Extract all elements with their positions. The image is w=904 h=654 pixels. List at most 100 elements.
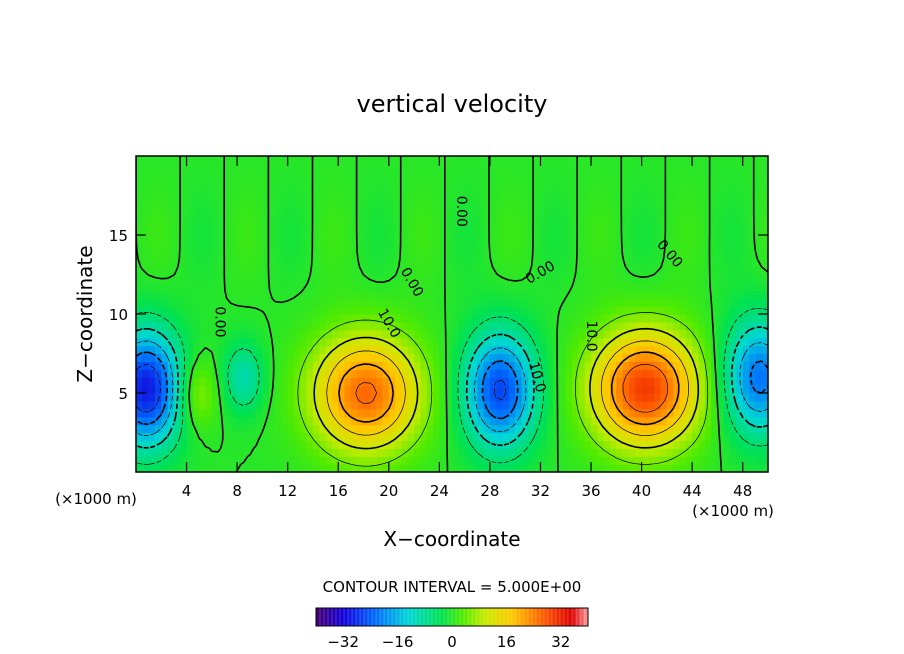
heatmap-cell (470, 306, 478, 315)
heatmap-cell (508, 156, 516, 165)
heatmap-cell (616, 266, 624, 276)
heatmap-cell (584, 329, 592, 339)
heatmap-cell (603, 400, 611, 410)
heatmap-cell (527, 432, 535, 441)
heatmap-cell (527, 235, 535, 244)
heatmap-cell (584, 321, 592, 331)
heatmap-cell (401, 329, 409, 339)
heatmap-cell (173, 306, 181, 315)
heatmap-cell (502, 361, 510, 370)
heatmap-cell (458, 337, 466, 347)
heatmap-cell (749, 274, 756, 283)
heatmap-cell (641, 448, 649, 457)
heatmap-cell (628, 211, 636, 220)
heatmap-cell (445, 440, 453, 449)
heatmap-cell (464, 385, 472, 394)
heatmap-cell (363, 258, 371, 268)
heatmap-cell (679, 306, 687, 315)
heatmap-cell (186, 227, 194, 236)
heatmap-cell (698, 163, 706, 173)
heatmap-cell (312, 156, 320, 165)
heatmap-cell (578, 440, 586, 449)
heatmap-cell (546, 219, 554, 228)
heatmap-cell (692, 329, 700, 339)
heatmap-cell (565, 393, 573, 402)
heatmap-cell (597, 163, 605, 173)
heatmap-cell (224, 298, 232, 307)
heatmap-cell (426, 314, 434, 323)
heatmap-cell (692, 290, 700, 299)
heatmap-cell (154, 211, 162, 220)
heatmap-cell (515, 321, 523, 331)
heatmap-cell (477, 227, 485, 236)
heatmap-cell (761, 456, 768, 465)
heatmap-cell (306, 171, 314, 181)
heatmap-cell (382, 298, 390, 307)
heatmap-cell (477, 408, 485, 418)
heatmap-cell (660, 235, 668, 244)
heatmap-cell (704, 171, 712, 181)
heatmap-cell (268, 456, 276, 465)
heatmap-cell (591, 195, 598, 204)
heatmap-cell (685, 250, 693, 260)
heatmap-cell (401, 456, 409, 465)
heatmap-cell (553, 258, 561, 268)
heatmap-cell (167, 345, 175, 355)
heatmap-cell (382, 282, 390, 291)
heatmap-cell (173, 282, 181, 291)
heatmap-cell (666, 274, 674, 283)
heatmap-cell (591, 242, 598, 252)
heatmap-cell (262, 179, 270, 189)
heatmap-cell (433, 385, 440, 394)
heatmap-cell (546, 274, 554, 283)
heatmap-cell (527, 250, 535, 260)
heatmap-cell (376, 290, 384, 299)
heatmap-cell (395, 400, 403, 410)
heatmap-cell (622, 329, 630, 339)
heatmap-cell (546, 203, 554, 212)
heatmap-cell (363, 400, 371, 410)
heatmap-cell (319, 282, 327, 291)
heatmap-cell (654, 211, 662, 220)
heatmap-cell (628, 195, 636, 204)
heatmap-cell (578, 171, 586, 181)
heatmap-cell (230, 456, 238, 465)
heatmap-cell (685, 298, 693, 307)
heatmap-cell (698, 258, 706, 268)
heatmap-cell (761, 156, 768, 165)
heatmap-cell (249, 337, 257, 347)
heatmap-cell (357, 282, 365, 291)
heatmap-cell (452, 219, 459, 228)
heatmap-cell (483, 353, 491, 362)
heatmap-cell (603, 432, 611, 441)
heatmap-cell (154, 298, 162, 307)
heatmap-cell (502, 353, 510, 362)
heatmap-cell (572, 369, 579, 378)
heatmap-cell (136, 282, 143, 291)
heatmap-cell (275, 290, 282, 299)
heatmap-cell (357, 187, 365, 197)
heatmap-cell (205, 163, 213, 173)
heatmap-cell (717, 432, 725, 441)
heatmap-cell (559, 432, 567, 441)
heatmap-cell (464, 345, 472, 355)
heatmap-cell (262, 235, 270, 244)
heatmap-cell (452, 440, 459, 449)
heatmap-cell (243, 408, 251, 418)
heatmap-cell (268, 250, 276, 260)
heatmap-cell (306, 329, 314, 339)
heatmap-cell (578, 298, 586, 307)
heatmap-cell (755, 345, 763, 355)
heatmap-cell (603, 171, 611, 181)
heatmap-cell (711, 314, 719, 323)
heatmap-cell (344, 203, 352, 212)
heatmap-cell (534, 306, 542, 315)
heatmap-cell (445, 156, 453, 165)
heatmap-cell (338, 282, 346, 291)
heatmap-cell (192, 416, 200, 426)
heatmap-cell (610, 440, 617, 449)
heatmap-cell (262, 448, 270, 457)
heatmap-cell (300, 361, 308, 370)
heatmap-cell (660, 393, 668, 402)
heatmap-cell (199, 416, 207, 426)
